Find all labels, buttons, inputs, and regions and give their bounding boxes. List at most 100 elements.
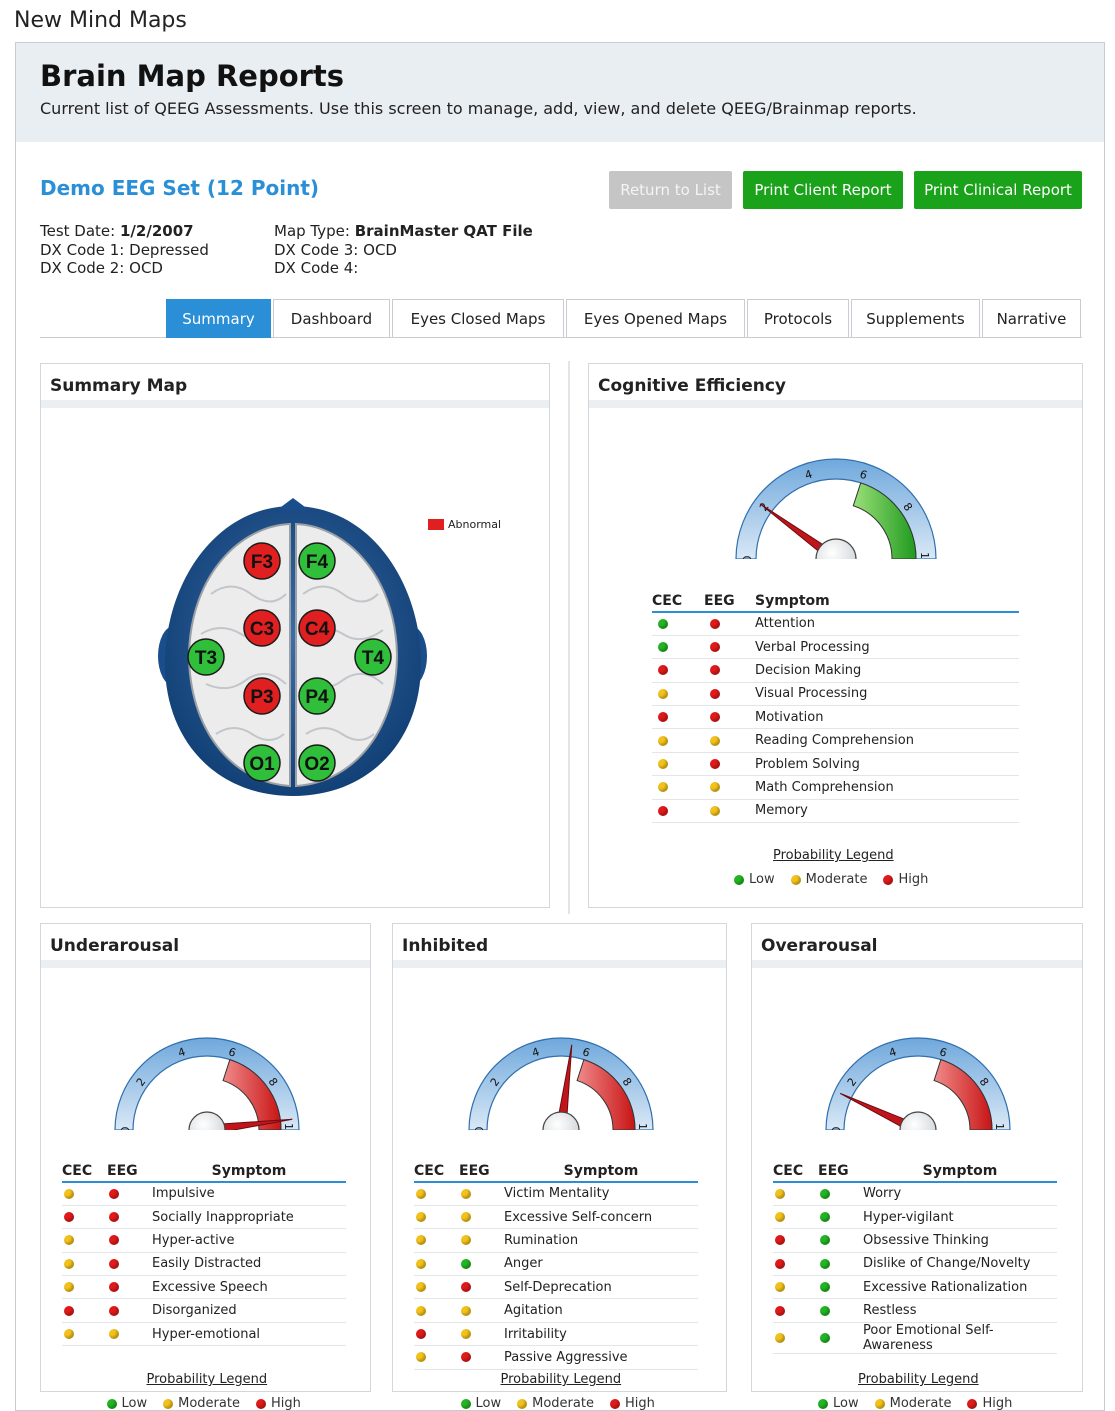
page-title: Brain Map Reports (40, 59, 345, 93)
high-dot-icon (775, 1235, 785, 1246)
meta-label: DX Code 3: (274, 240, 359, 259)
low-dot-icon (106, 1398, 117, 1409)
report-title: Demo EEG Set (12 Point) (40, 176, 320, 200)
meta-row: DX Code 4: (274, 259, 533, 278)
panel-title-bar (752, 960, 1082, 968)
high-dot-icon (109, 1188, 119, 1199)
cec-cell (62, 1252, 107, 1277)
electrode-o2: O2 (298, 744, 336, 782)
high-dot-icon (710, 712, 720, 723)
panel-title: Underarousal (50, 936, 180, 956)
eeg-cell (704, 799, 755, 824)
legend-item-low: Low (818, 1396, 859, 1411)
column-header-cec: CEC (652, 592, 704, 613)
tab-eyes-closed-maps[interactable]: Eyes Closed Maps (392, 299, 564, 338)
overarousal-panel: Overarousal 0246810CECEEGSymptomWorryHyp… (751, 923, 1083, 1411)
table-row: Hyper-emotional (62, 1322, 346, 1347)
meta-label: DX Code 4: (274, 259, 359, 277)
high-dot-icon (109, 1282, 119, 1293)
legend-label: High (624, 1396, 655, 1411)
legend-label: Low (749, 872, 775, 887)
return-to-list-button[interactable]: Return to List (609, 171, 732, 209)
column-header-eeg: EEG (704, 592, 755, 613)
page-header: Brain Map Reports Current list of QEEG A… (16, 43, 1104, 142)
cec-cell (652, 658, 704, 683)
meta-row: DX Code 2: OCD (40, 259, 209, 278)
moderate-dot-icon (416, 1282, 426, 1293)
tab-supplements[interactable]: Supplements (851, 299, 980, 338)
print-clinical-report-button[interactable]: Print Clinical Report (914, 171, 1082, 209)
legend-label: Low (833, 1396, 859, 1411)
cec-cell (62, 1275, 107, 1300)
symptom-cell: Verbal Processing (755, 635, 1019, 660)
symptom-cell: Rumination (504, 1228, 698, 1253)
legend-item-moderate: Moderate (163, 1396, 240, 1411)
panel-title: Summary Map (50, 376, 188, 396)
cec-cell (773, 1298, 818, 1323)
symptom-cell: Disorganized (152, 1298, 346, 1323)
eeg-cell (459, 1322, 504, 1347)
symptom-cell: Easily Distracted (152, 1252, 346, 1277)
symptom-cell: Passive Aggressive (504, 1345, 698, 1370)
moderate-dot-icon (416, 1258, 426, 1269)
cec-cell (414, 1345, 459, 1370)
moderate-dot-icon (416, 1235, 426, 1246)
table-row: Socially Inappropriate (62, 1205, 346, 1230)
column-header-eeg: EEG (459, 1162, 504, 1183)
panel-title: Overarousal (761, 936, 878, 956)
legend-item-moderate: Moderate (790, 872, 867, 887)
tab-summary[interactable]: Summary (166, 299, 271, 338)
electrode-t3: T3 (187, 638, 225, 676)
low-dot-icon (461, 1258, 471, 1269)
brain-folds (200, 585, 384, 741)
panel-title-bar (41, 400, 549, 408)
svg-text:C4: C4 (305, 619, 330, 640)
low-dot-icon (818, 1398, 828, 1409)
column-header-eeg: EEG (107, 1162, 152, 1183)
legend-item-moderate: Moderate (517, 1396, 594, 1411)
probability-legend-title: Probability Legend (858, 1372, 979, 1387)
eeg-cell (459, 1205, 504, 1230)
meta-label: DX Code 1: (40, 240, 125, 259)
meta-label: Map Type: (274, 222, 350, 240)
symptom-cell: Impulsive (152, 1182, 346, 1206)
symptom-cell: Problem Solving (755, 752, 1019, 777)
moderate-dot-icon (64, 1329, 74, 1340)
svg-text:F4: F4 (306, 552, 329, 573)
symptom-table: CEC EEG Symptom Attention Verbal Processing D… (652, 592, 1019, 824)
moderate-dot-icon (163, 1398, 174, 1409)
gauge-mask (731, 559, 941, 579)
table-row: Motivation (652, 705, 1019, 730)
gauge-tick-label: 6 (580, 1045, 591, 1060)
electrode-p3: P3 (243, 677, 281, 715)
high-dot-icon (255, 1398, 266, 1409)
tab-dashboard[interactable]: Dashboard (273, 299, 390, 338)
svg-text:F3: F3 (251, 552, 273, 573)
legend-item-high: High (967, 1396, 1012, 1411)
high-dot-icon (658, 665, 668, 676)
cec-cell (773, 1275, 818, 1300)
eeg-cell (818, 1252, 863, 1277)
low-dot-icon (820, 1305, 830, 1316)
eeg-cell (107, 1205, 152, 1230)
high-dot-icon (658, 805, 668, 816)
moderate-dot-icon (461, 1305, 471, 1316)
high-dot-icon (775, 1305, 785, 1316)
print-client-report-button[interactable]: Print Client Report (743, 171, 903, 209)
abnormal-swatch (428, 519, 444, 530)
cec-cell (62, 1228, 107, 1253)
symptom-cell: Reading Comprehension (755, 728, 1019, 753)
moderate-dot-icon (461, 1329, 471, 1340)
table-row: Anger (414, 1252, 698, 1277)
svg-text:T4: T4 (362, 648, 385, 669)
tab-protocols[interactable]: Protocols (747, 299, 849, 338)
high-dot-icon (710, 688, 720, 699)
symptom-cell: Visual Processing (755, 682, 1019, 707)
table-row: Obsessive Thinking (773, 1228, 1057, 1253)
probability-legend: Low Moderate High (106, 1396, 317, 1411)
tab-eyes-opened-maps[interactable]: Eyes Opened Maps (566, 299, 745, 338)
legend-item-high: High (883, 872, 928, 887)
tab-narrative[interactable]: Narrative (982, 299, 1081, 338)
cec-cell (62, 1298, 107, 1323)
low-dot-icon (460, 1398, 471, 1409)
